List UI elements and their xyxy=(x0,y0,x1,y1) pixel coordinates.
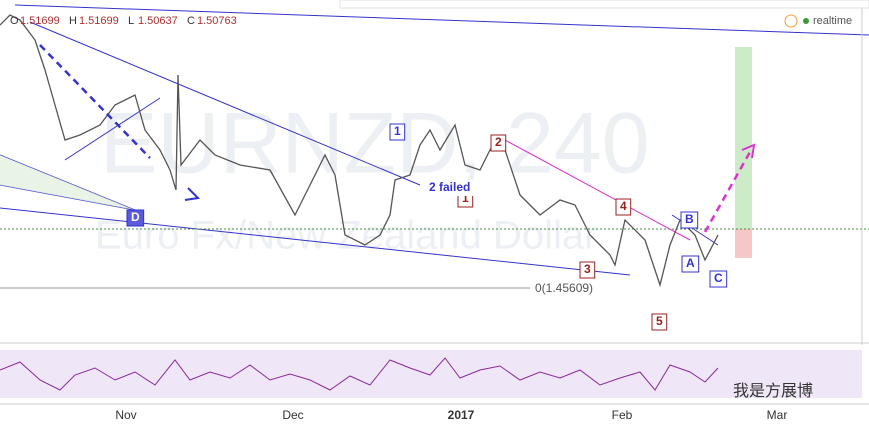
wave-label: 4 xyxy=(620,199,627,213)
ohlc-key: L xyxy=(128,15,134,27)
magenta-line xyxy=(504,139,691,241)
rsi-line xyxy=(0,357,719,391)
footer-watermark: 我是方展博 xyxy=(733,382,813,400)
ohlc-value: 1.51699 xyxy=(20,15,60,27)
ohlc-value: 1.51699 xyxy=(79,15,119,27)
wave-label: 2 xyxy=(495,135,502,149)
x-tick-label: 2017 xyxy=(448,408,475,422)
x-tick-label: Dec xyxy=(282,408,303,422)
arrow-head xyxy=(741,143,756,159)
wave-label: 1 xyxy=(462,191,469,205)
status-dot xyxy=(803,18,809,24)
status-icon xyxy=(784,14,798,28)
wave-label-box xyxy=(389,123,406,141)
ohlc-key: H xyxy=(69,15,77,27)
wave-label-box xyxy=(651,313,668,331)
wave-label-box xyxy=(490,134,507,152)
wave-label: 5 xyxy=(656,314,663,328)
arrow-head xyxy=(184,187,201,201)
status: realtime xyxy=(813,15,852,27)
x-tick-label: Feb xyxy=(612,408,633,422)
wave-label: 2 failed xyxy=(429,180,470,194)
wave-label: C xyxy=(714,271,723,285)
ohlc-key: O xyxy=(10,15,19,27)
wave-label-box xyxy=(615,198,632,216)
x-tick-label: Mar xyxy=(767,408,788,422)
price-path xyxy=(0,14,719,288)
wave-label: 3 xyxy=(584,262,591,276)
wave-label: B xyxy=(685,212,694,226)
target-box xyxy=(735,47,752,229)
x-tick-label: Nov xyxy=(115,408,136,422)
wave-label-box xyxy=(681,255,700,273)
wave-label: D xyxy=(131,210,140,224)
wave-label-box xyxy=(579,261,596,279)
wave-label: A xyxy=(686,256,695,270)
ohlc-value: 1.50637 xyxy=(138,15,178,27)
watermark-symbol: EURNZD, 240 xyxy=(100,96,650,192)
wave-label-box xyxy=(680,211,699,229)
ohlc-value: 1.50763 xyxy=(197,15,237,27)
wave-label-box xyxy=(126,209,145,227)
projection-arrows xyxy=(39,44,752,233)
ohlc-key: C xyxy=(187,15,195,27)
wave-label-box xyxy=(709,270,728,288)
wave-label: 1 xyxy=(394,124,401,138)
wave-label-box xyxy=(425,180,475,196)
fib-label: 0(1.45609) xyxy=(535,281,593,295)
fan-area xyxy=(0,155,135,210)
stop-box xyxy=(735,229,752,258)
